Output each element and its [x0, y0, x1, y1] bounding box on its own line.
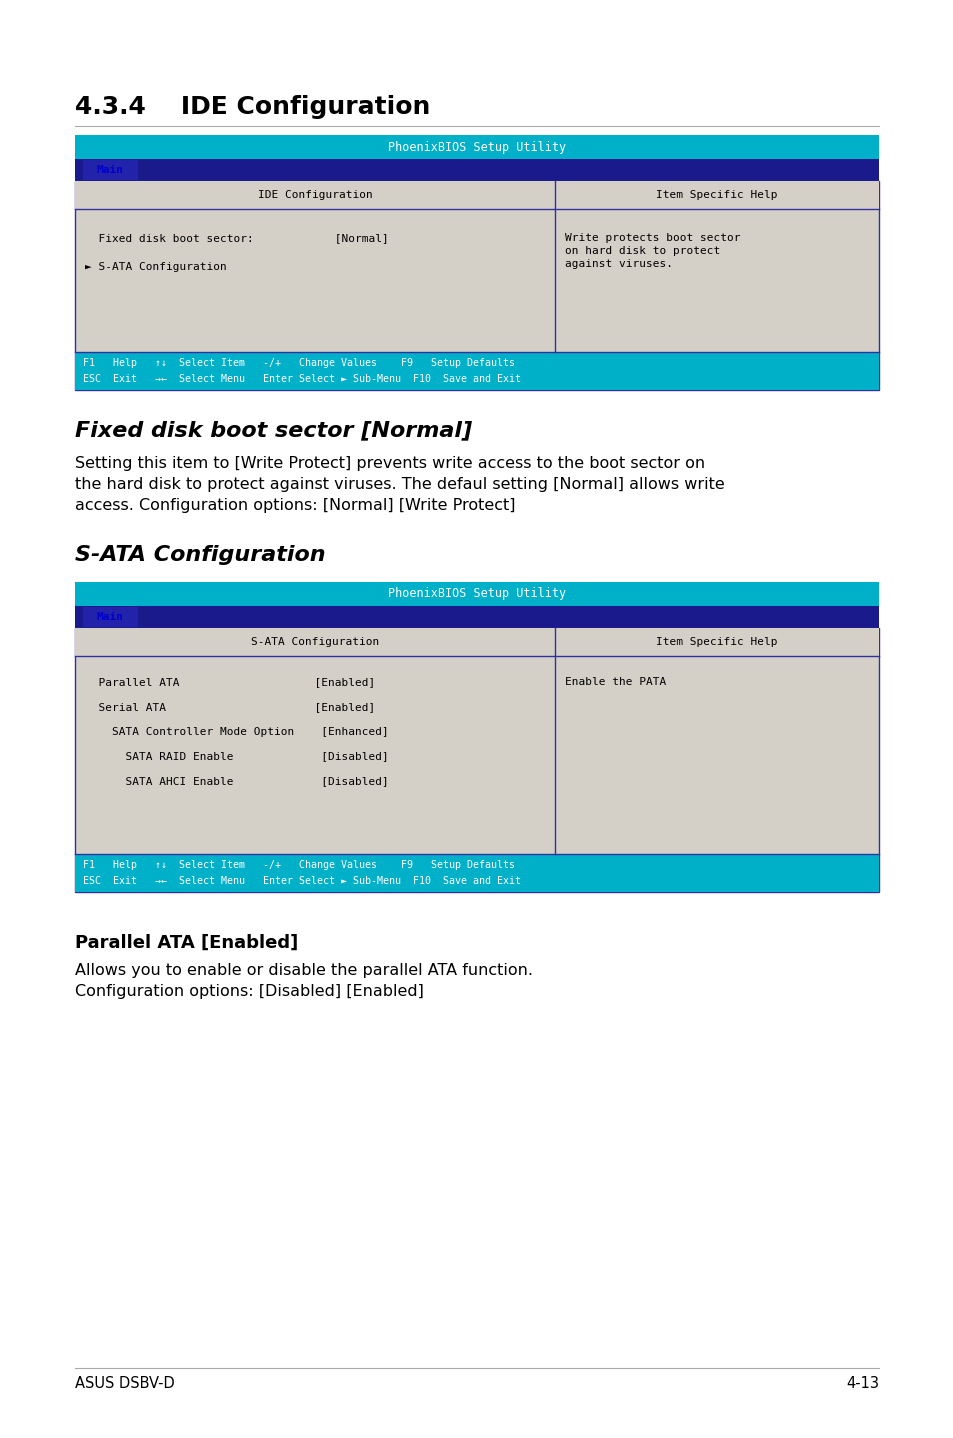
- Text: SATA AHCI Enable             [Disabled]: SATA AHCI Enable [Disabled]: [85, 777, 388, 787]
- Text: 4-13: 4-13: [845, 1376, 878, 1391]
- Text: IDE Configuration: IDE Configuration: [257, 190, 372, 200]
- Text: 4.3.4    IDE Configuration: 4.3.4 IDE Configuration: [75, 95, 430, 119]
- Text: SATA RAID Enable             [Disabled]: SATA RAID Enable [Disabled]: [85, 752, 388, 762]
- Bar: [75, 181, 878, 390]
- Text: F1   Help   ↑↓  Select Item   -/+   Change Values    F9   Setup Defaults: F1 Help ↑↓ Select Item -/+ Change Values…: [83, 358, 515, 368]
- Bar: [75, 160, 878, 181]
- Bar: [75, 352, 878, 390]
- Text: Fixed disk boot sector:            [Normal]: Fixed disk boot sector: [Normal]: [85, 233, 388, 243]
- Bar: [75, 181, 878, 209]
- Bar: [83, 160, 138, 180]
- Text: Write protects boot sector
on hard disk to protect
against viruses.: Write protects boot sector on hard disk …: [564, 233, 740, 269]
- Text: Setting this item to [Write Protect] prevents write access to the boot sector on: Setting this item to [Write Protect] pre…: [75, 456, 724, 513]
- Text: Parallel ATA [Enabled]: Parallel ATA [Enabled]: [75, 935, 298, 952]
- Bar: [75, 605, 878, 628]
- Text: ASUS DSBV-D: ASUS DSBV-D: [75, 1376, 174, 1391]
- Text: ► S-ATA Configuration: ► S-ATA Configuration: [85, 262, 227, 272]
- Text: Main: Main: [97, 613, 124, 623]
- Text: Parallel ATA                    [Enabled]: Parallel ATA [Enabled]: [85, 677, 375, 687]
- Bar: [75, 135, 878, 160]
- Text: F1   Help   ↑↓  Select Item   -/+   Change Values    F9   Setup Defaults: F1 Help ↑↓ Select Item -/+ Change Values…: [83, 860, 515, 870]
- Bar: [75, 854, 878, 892]
- Text: S-ATA Configuration: S-ATA Configuration: [251, 637, 378, 647]
- Text: S-ATA Configuration: S-ATA Configuration: [75, 545, 325, 565]
- Text: Main: Main: [97, 165, 124, 175]
- Text: PhoenixBIOS Setup Utility: PhoenixBIOS Setup Utility: [388, 141, 565, 154]
- Text: Item Specific Help: Item Specific Help: [656, 637, 777, 647]
- Text: ESC  Exit   →←  Select Menu   Enter Select ► Sub-Menu  F10  Save and Exit: ESC Exit →← Select Menu Enter Select ► S…: [83, 374, 520, 384]
- Text: Fixed disk boot sector [Normal]: Fixed disk boot sector [Normal]: [75, 420, 472, 440]
- Bar: [75, 628, 878, 892]
- Text: Item Specific Help: Item Specific Help: [656, 190, 777, 200]
- Text: ESC  Exit   →←  Select Menu   Enter Select ► Sub-Menu  F10  Save and Exit: ESC Exit →← Select Menu Enter Select ► S…: [83, 876, 520, 886]
- Text: Serial ATA                      [Enabled]: Serial ATA [Enabled]: [85, 702, 375, 712]
- Bar: [83, 607, 138, 627]
- Bar: [75, 628, 878, 656]
- Text: Enable the PATA: Enable the PATA: [564, 677, 665, 687]
- Text: Allows you to enable or disable the parallel ATA function.
Configuration options: Allows you to enable or disable the para…: [75, 963, 533, 999]
- Bar: [75, 582, 878, 605]
- Text: SATA Controller Mode Option    [Enhanced]: SATA Controller Mode Option [Enhanced]: [85, 726, 388, 736]
- Text: PhoenixBIOS Setup Utility: PhoenixBIOS Setup Utility: [388, 588, 565, 601]
